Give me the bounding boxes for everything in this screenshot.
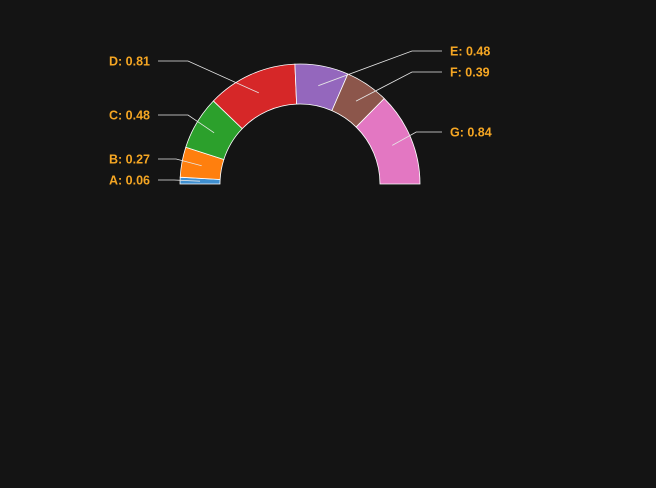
leader-line-a: [158, 179, 201, 182]
slice-label-b: B: 0.27: [109, 153, 150, 167]
leader-line-d: [158, 60, 259, 94]
slice-label-e: E: 0.48: [450, 45, 490, 59]
leader-line-b: [158, 158, 202, 167]
slice-label-d: D: 0.81: [109, 55, 150, 69]
leader-line-e: [318, 50, 442, 87]
slice-label-f: F: 0.39: [450, 66, 490, 80]
slice-label-c: C: 0.48: [109, 109, 150, 123]
leader-line-f: [355, 71, 442, 102]
slice-g: [355, 97, 421, 185]
slice-label-g: G: 0.84: [450, 126, 492, 140]
slice-label-a: A: 0.06: [109, 174, 150, 188]
leader-line-g: [392, 131, 442, 146]
leader-line-c: [158, 114, 215, 134]
